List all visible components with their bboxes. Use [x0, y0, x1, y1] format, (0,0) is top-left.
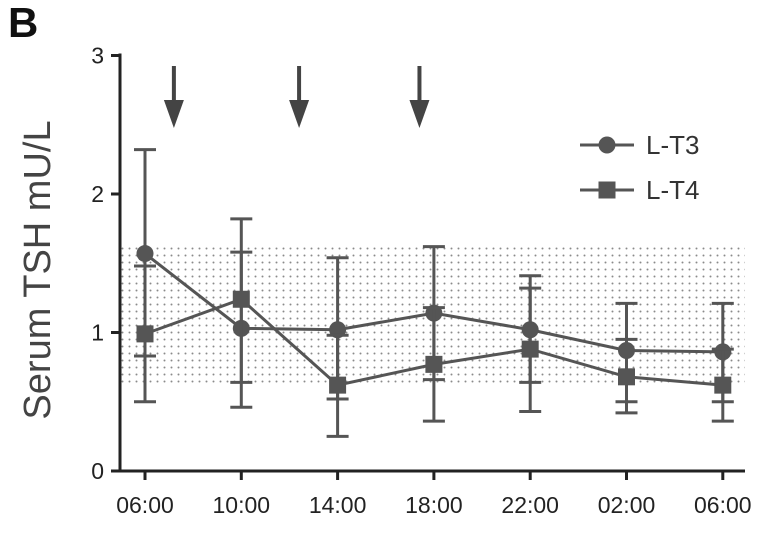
data-point [425, 355, 443, 373]
data-point [714, 376, 732, 394]
y-axis-label: Serum TSH mU/L [17, 120, 59, 419]
data-point [521, 340, 539, 358]
dose-arrow [163, 66, 184, 128]
data-point [329, 376, 347, 394]
legend-marker [598, 136, 616, 154]
x-tick-label: 06:00 [116, 492, 174, 518]
dose-arrow [289, 66, 310, 128]
y-tick-label: 2 [91, 181, 104, 207]
legend-label: L-T4 [646, 175, 699, 205]
x-tick-label: 18:00 [405, 492, 463, 518]
legend-label: L-T3 [646, 130, 699, 160]
y-tick-label: 3 [91, 43, 104, 69]
data-point [136, 325, 154, 343]
panel-label: B [8, 0, 39, 46]
x-tick-label: 22:00 [501, 492, 559, 518]
x-tick-label: 06:00 [694, 492, 752, 518]
x-tick-label: 14:00 [309, 492, 367, 518]
x-tick-label: 02:00 [598, 492, 656, 518]
legend-marker [598, 181, 616, 199]
y-tick-label: 0 [91, 458, 104, 484]
dose-arrow [409, 66, 430, 128]
data-point [232, 290, 250, 308]
data-point [136, 245, 154, 263]
legend-entry: L-T3 [580, 130, 699, 160]
x-tick-label: 10:00 [213, 492, 271, 518]
data-point [618, 368, 635, 386]
series-l-t4 [134, 217, 734, 438]
y-tick-label: 1 [91, 320, 104, 346]
legend-entry: L-T4 [580, 175, 699, 205]
